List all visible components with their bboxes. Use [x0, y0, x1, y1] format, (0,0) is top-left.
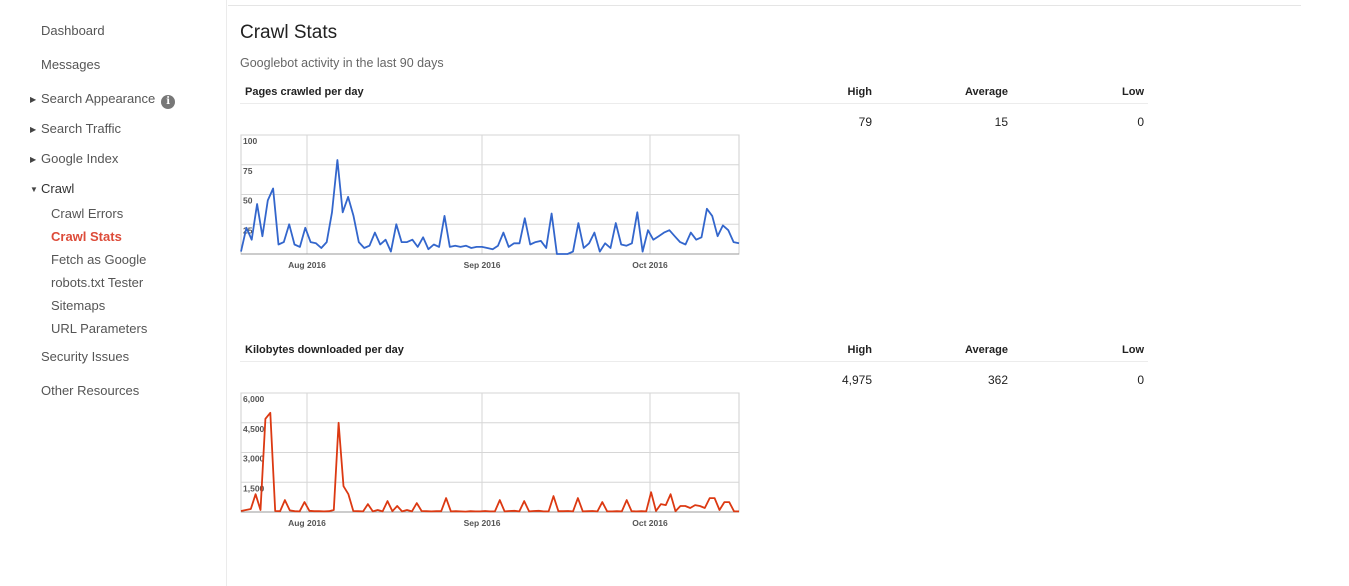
column-header-high: High — [847, 86, 872, 98]
caret-right-icon: ▶ — [30, 155, 37, 164]
x-tick-label: Aug 2016 — [288, 518, 326, 528]
sidebar-subitem-crawl-errors[interactable]: Crawl Errors — [51, 206, 124, 221]
sidebar-subitem-robots-tester[interactable]: robots.txt Tester — [51, 275, 144, 290]
kilobytes-header: Kilobytes downloaded per day High Averag… — [240, 344, 1148, 362]
kilobytes-average-value: 362 — [987, 373, 1008, 387]
pages-low-value: 0 — [1137, 115, 1144, 129]
sidebar-item-label: Google Index — [41, 151, 119, 166]
kilobytes-low-value: 0 — [1137, 373, 1144, 387]
sidebar-subitem-url-parameters[interactable]: URL Parameters — [51, 321, 148, 336]
x-tick-label: Sep 2016 — [464, 260, 501, 270]
series-line — [240, 159, 740, 255]
section-label: Kilobytes downloaded per day — [245, 344, 404, 356]
page-subtitle: Googlebot activity in the last 90 days — [240, 56, 444, 70]
y-tick-label: 50 — [243, 196, 253, 206]
sidebar-item-google-index[interactable]: ▶ Google Index — [30, 151, 118, 166]
column-header-high: High — [847, 344, 872, 356]
column-header-average: Average — [964, 344, 1008, 356]
page-title: Crawl Stats — [240, 22, 338, 43]
sidebar-subitem-fetch-as-google[interactable]: Fetch as Google — [51, 252, 147, 267]
y-tick-label: 4,500 — [243, 424, 265, 434]
sidebar-item-crawl[interactable]: ▼ Crawl — [30, 181, 74, 196]
sidebar-item-label: Crawl — [41, 181, 75, 196]
sidebar-item-label: Search Traffic — [41, 121, 121, 136]
sidebar-item-label: Search Appearance — [41, 91, 156, 106]
x-tick-label: Oct 2016 — [632, 518, 668, 528]
x-tick-label: Sep 2016 — [464, 518, 501, 528]
top-divider — [228, 5, 1301, 6]
sidebar-item-messages[interactable]: Messages — [41, 57, 101, 72]
x-tick-label: Oct 2016 — [632, 260, 668, 270]
caret-right-icon: ▶ — [30, 125, 37, 134]
info-icon[interactable]: i — [161, 95, 176, 109]
y-tick-label: 1,500 — [243, 483, 265, 493]
pages-high-value: 79 — [858, 115, 872, 129]
series-line — [240, 411, 739, 513]
x-tick-label: Aug 2016 — [288, 260, 326, 270]
kilobytes-downloaded-chart: 1,500 3,000 4,500 6,000 Aug 2016 Sep 2016 Oct… — [240, 392, 740, 528]
section-label: Pages crawled per day — [245, 86, 364, 98]
column-header-low: Low — [1122, 86, 1144, 98]
sidebar-item-other-resources[interactable]: Other Resources — [41, 383, 140, 398]
sidebar-item-dashboard[interactable]: Dashboard — [41, 23, 105, 38]
sidebar-subitem-sitemaps[interactable]: Sitemaps — [51, 298, 106, 313]
column-header-average: Average — [964, 86, 1008, 98]
sidebar-item-search-traffic[interactable]: ▶ Search Traffic — [30, 121, 121, 136]
y-tick-label: 75 — [243, 166, 253, 176]
pages-average-value: 15 — [994, 115, 1008, 129]
sidebar: Dashboard Messages ▶ Search Appearance i ▶… — [0, 0, 227, 586]
caret-right-icon: ▶ — [30, 95, 37, 104]
pages-crawled-header: Pages crawled per day High Average Low — [240, 86, 1148, 104]
y-tick-label: 3,000 — [243, 454, 265, 464]
kilobytes-high-value: 4,975 — [841, 373, 872, 387]
sidebar-item-search-appearance[interactable]: ▶ Search Appearance i — [30, 91, 176, 109]
sidebar-item-security-issues[interactable]: Security Issues — [41, 349, 130, 364]
sidebar-subitem-crawl-stats[interactable]: Crawl Stats — [51, 229, 122, 244]
caret-down-icon: ▼ — [30, 185, 38, 194]
column-header-low: Low — [1122, 344, 1144, 356]
y-tick-label: 6,000 — [243, 394, 265, 404]
y-tick-label: 100 — [243, 136, 257, 146]
